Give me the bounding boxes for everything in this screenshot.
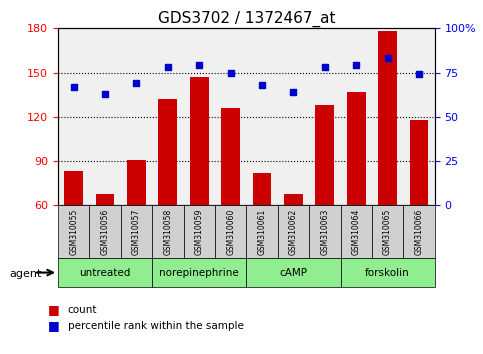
- Text: GSM310061: GSM310061: [257, 209, 267, 255]
- Point: [258, 82, 266, 88]
- Point: [70, 84, 78, 90]
- Bar: [284, 194, 303, 294]
- FancyBboxPatch shape: [184, 205, 215, 258]
- Text: ■: ■: [48, 319, 60, 332]
- Point: [290, 89, 298, 95]
- Point: [164, 64, 172, 70]
- Text: GSM310062: GSM310062: [289, 209, 298, 255]
- Text: norepinephrine: norepinephrine: [159, 268, 239, 278]
- FancyBboxPatch shape: [58, 258, 152, 287]
- Point: [101, 91, 109, 97]
- Text: cAMP: cAMP: [280, 268, 307, 278]
- Text: percentile rank within the sample: percentile rank within the sample: [68, 321, 243, 331]
- Point: [133, 80, 141, 86]
- Text: GSM310056: GSM310056: [100, 209, 110, 255]
- Point: [321, 64, 328, 70]
- FancyBboxPatch shape: [341, 205, 372, 258]
- Text: GSM310064: GSM310064: [352, 209, 361, 255]
- FancyBboxPatch shape: [372, 205, 403, 258]
- FancyBboxPatch shape: [152, 258, 246, 287]
- Bar: [158, 99, 177, 294]
- FancyBboxPatch shape: [341, 258, 435, 287]
- Point: [353, 63, 360, 68]
- Text: GSM310065: GSM310065: [383, 209, 392, 255]
- FancyBboxPatch shape: [215, 205, 246, 258]
- Text: ■: ■: [48, 303, 60, 316]
- Text: GSM310063: GSM310063: [320, 209, 329, 255]
- Bar: [64, 171, 83, 294]
- Text: GSM310059: GSM310059: [195, 209, 204, 255]
- Point: [415, 72, 423, 77]
- Text: GSM310057: GSM310057: [132, 209, 141, 255]
- Bar: [221, 108, 240, 294]
- Text: count: count: [68, 305, 97, 315]
- FancyBboxPatch shape: [89, 205, 121, 258]
- Text: untreated: untreated: [79, 268, 131, 278]
- Bar: [96, 194, 114, 294]
- Bar: [315, 105, 334, 294]
- Bar: [410, 120, 428, 294]
- FancyBboxPatch shape: [403, 205, 435, 258]
- FancyBboxPatch shape: [278, 205, 309, 258]
- Point: [384, 56, 392, 61]
- Point: [195, 63, 203, 68]
- Text: GSM310066: GSM310066: [414, 209, 424, 255]
- Title: GDS3702 / 1372467_at: GDS3702 / 1372467_at: [157, 11, 335, 27]
- Bar: [253, 173, 271, 294]
- FancyBboxPatch shape: [246, 258, 341, 287]
- FancyBboxPatch shape: [246, 205, 278, 258]
- Text: GSM310055: GSM310055: [69, 209, 78, 255]
- FancyBboxPatch shape: [58, 205, 89, 258]
- Point: [227, 70, 235, 75]
- Text: GSM310060: GSM310060: [226, 209, 235, 255]
- Bar: [127, 160, 146, 294]
- Text: agent: agent: [10, 269, 42, 279]
- Bar: [378, 31, 397, 294]
- FancyBboxPatch shape: [309, 205, 341, 258]
- Bar: [190, 77, 209, 294]
- FancyBboxPatch shape: [152, 205, 184, 258]
- Bar: [347, 92, 366, 294]
- Text: GSM310058: GSM310058: [163, 209, 172, 255]
- FancyBboxPatch shape: [121, 205, 152, 258]
- Text: forskolin: forskolin: [365, 268, 410, 278]
